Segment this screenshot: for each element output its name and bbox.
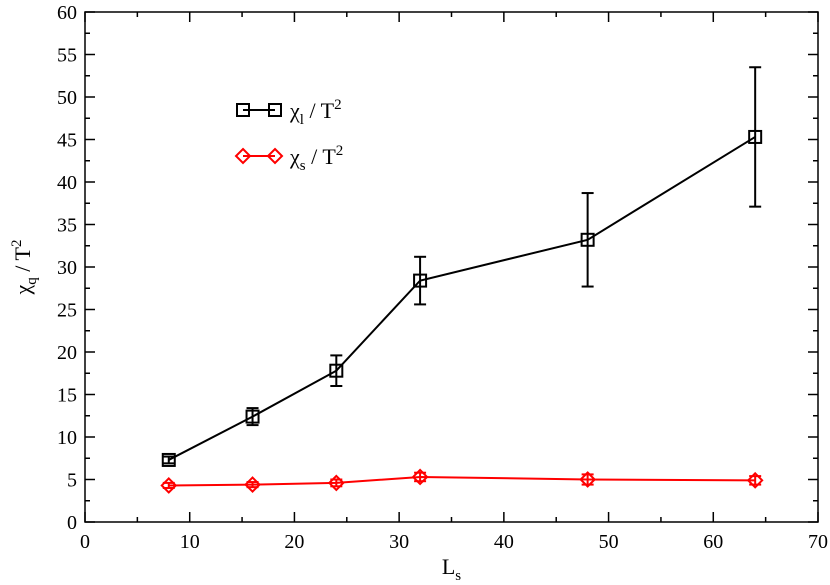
legend-label: χs / T2 [289, 143, 343, 174]
legend-item-1: χl / T2 [236, 97, 342, 128]
y-tick-label: 25 [57, 300, 77, 322]
y-tick-label: 10 [57, 427, 77, 449]
legend: χl / T2 χs / T2 [234, 97, 343, 174]
series-line [168, 136, 756, 461]
y-tick-label: 50 [57, 87, 77, 109]
series-line [168, 475, 756, 487]
y-tick-label: 45 [57, 130, 77, 152]
legend-marker [266, 147, 284, 165]
y-tick-label: 55 [57, 45, 77, 67]
y-axis-title: χq / T2 [9, 240, 40, 296]
legend-marker [268, 103, 282, 117]
legend-marker [236, 103, 250, 117]
x-tick-label: 70 [808, 531, 828, 553]
x-tick-label: 60 [703, 531, 723, 553]
y-tick-label: 5 [67, 470, 77, 492]
x-tick-label: 50 [599, 531, 619, 553]
y-tick-label: 40 [57, 172, 77, 194]
data-point [161, 452, 176, 467]
data-point [245, 409, 260, 424]
data-point [580, 232, 595, 247]
x-tick-label: 30 [389, 531, 409, 553]
y-tick-label: 60 [57, 2, 77, 24]
x-tick-label: 0 [80, 531, 90, 553]
plot-frame [84, 11, 819, 523]
data-point [579, 471, 597, 488]
y-tick-label: 15 [57, 385, 77, 407]
axis-ticks: 0 10 20 30 40 50 60 70 0 5 10 15 20 25 30 35 40 45 50 55 60 [57, 2, 828, 553]
data-point [413, 273, 428, 288]
data-point [748, 129, 763, 144]
y-tick-label: 35 [57, 215, 77, 237]
data-point [327, 474, 345, 492]
y-tick-label: 30 [57, 257, 77, 279]
data-point [411, 468, 429, 486]
data-point [244, 476, 261, 494]
y-tick-label: 20 [57, 342, 77, 364]
x-axis-title: Ls [442, 554, 461, 584]
x-tick-label: 20 [284, 531, 304, 553]
data-point [329, 363, 344, 378]
data-point [746, 471, 764, 489]
x-tick-label: 40 [494, 531, 514, 553]
x-tick-label: 10 [180, 531, 200, 553]
series-2 [160, 468, 764, 494]
legend-item-2: χs / T2 [234, 143, 343, 174]
series-layer [160, 66, 764, 494]
y-tick-label: 0 [67, 512, 77, 534]
data-point [160, 477, 178, 494]
legend-label: χl / T2 [289, 97, 342, 128]
legend-marker [234, 147, 252, 165]
series-1 [161, 66, 763, 467]
